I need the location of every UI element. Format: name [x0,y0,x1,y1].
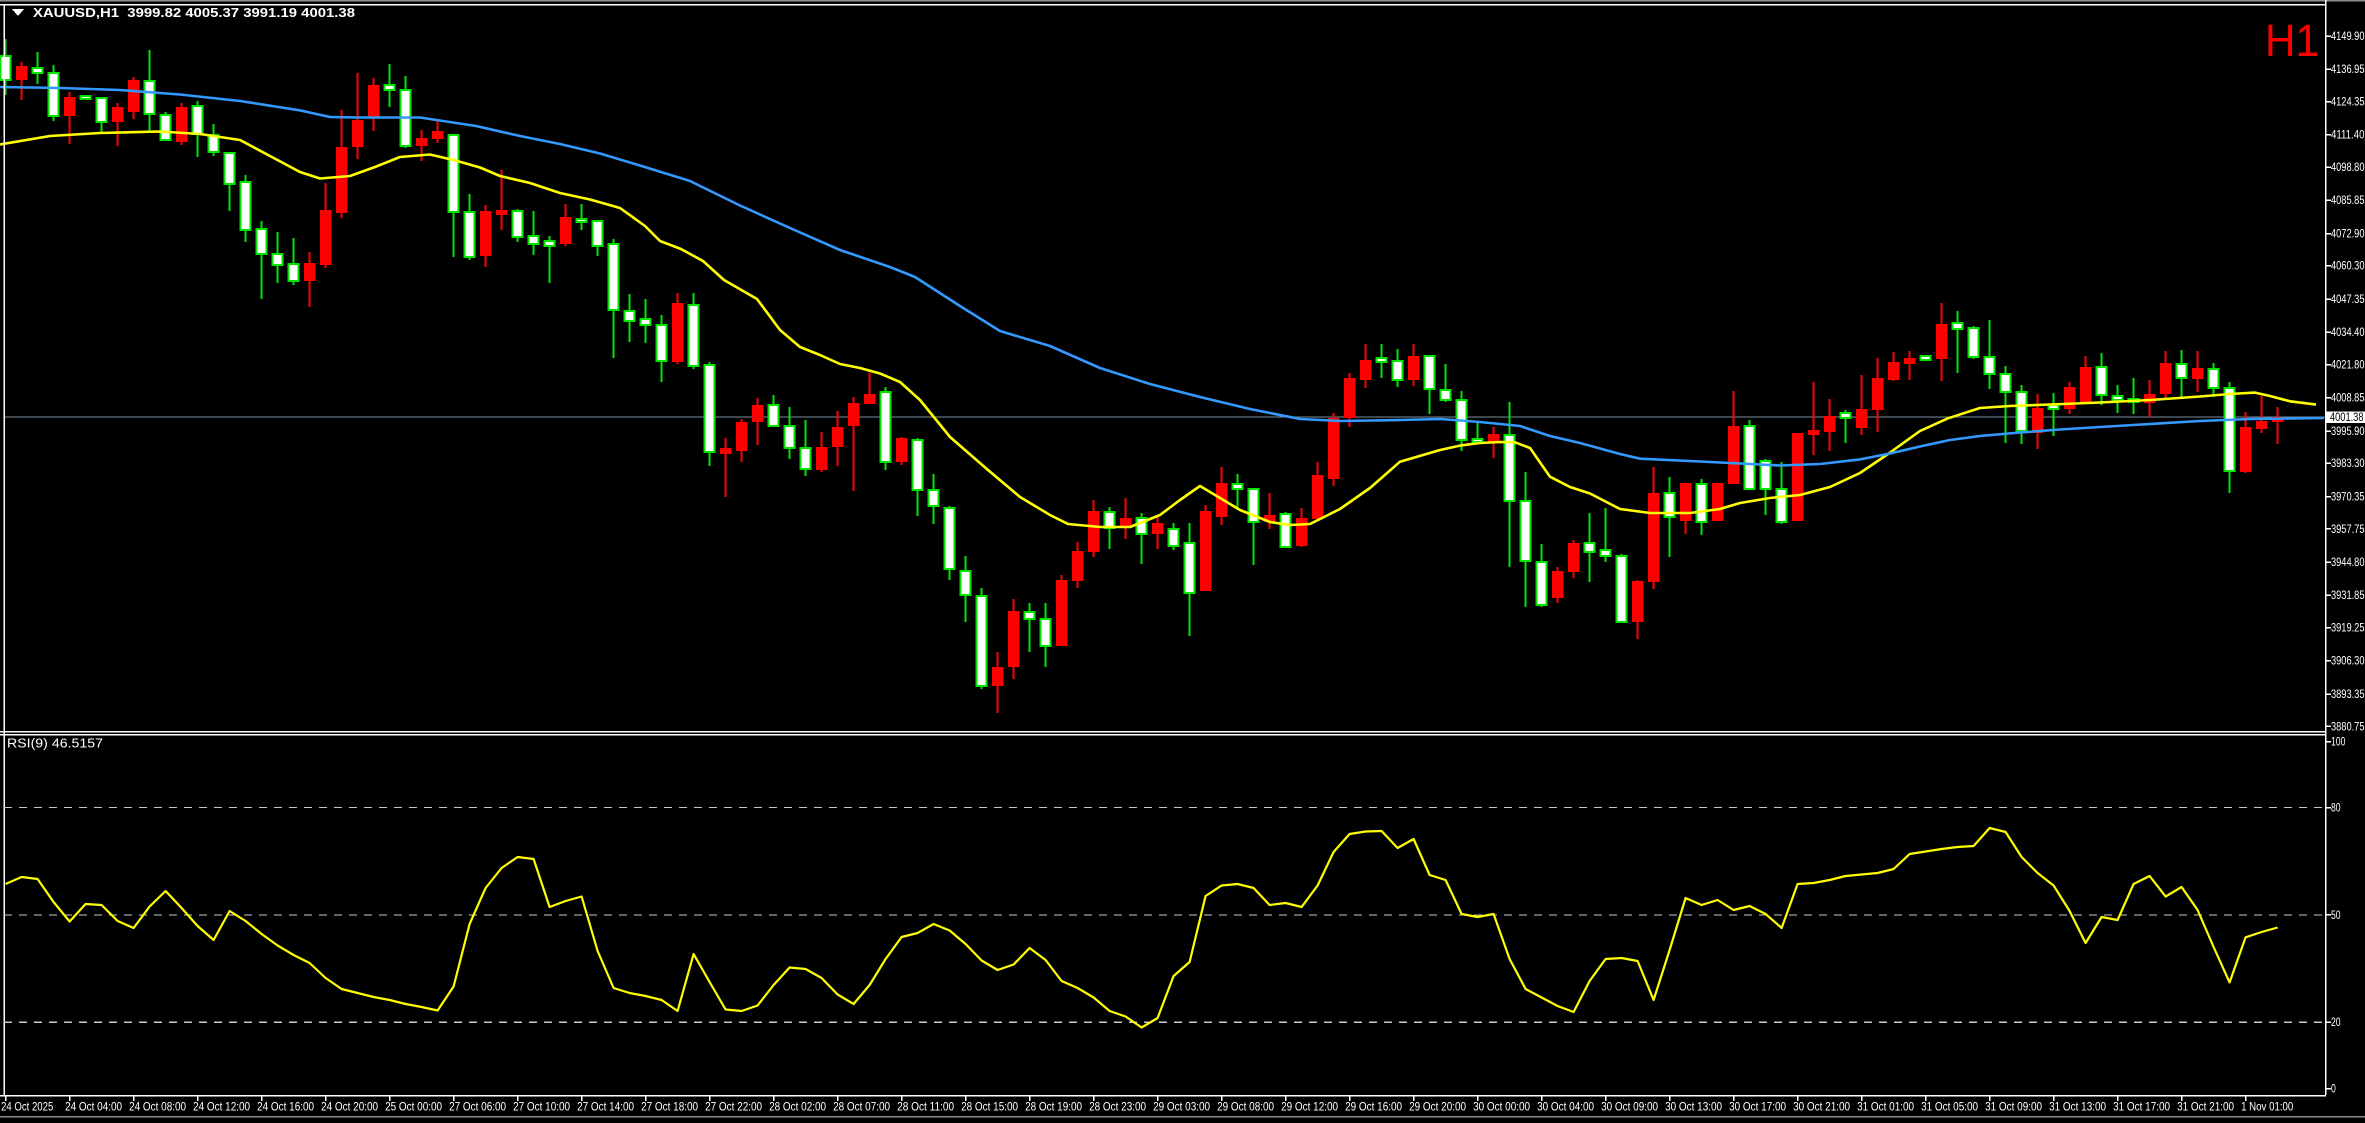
svg-text:3880.75: 3880.75 [2331,721,2365,733]
svg-text:31 Oct 09:00: 31 Oct 09:00 [1985,1100,2042,1114]
svg-text:100: 100 [2331,736,2345,748]
svg-text:24 Oct 16:00: 24 Oct 16:00 [257,1100,314,1114]
svg-text:31 Oct 13:00: 31 Oct 13:00 [2049,1100,2106,1114]
svg-text:3906.30: 3906.30 [2331,656,2365,668]
svg-text:H1: H1 [2265,15,2319,66]
svg-text:0: 0 [2331,1083,2336,1095]
svg-text:4034.40: 4034.40 [2331,327,2365,339]
svg-text:30 Oct 00:00: 30 Oct 00:00 [1473,1100,1530,1114]
svg-text:27 Oct 06:00: 27 Oct 06:00 [449,1100,506,1114]
svg-text:4098.80: 4098.80 [2331,162,2365,174]
svg-text:24 Oct 04:00: 24 Oct 04:00 [65,1100,122,1114]
svg-text:30 Oct 09:00: 30 Oct 09:00 [1601,1100,1658,1114]
svg-text:3983.30: 3983.30 [2331,458,2365,470]
svg-text:25 Oct 00:00: 25 Oct 00:00 [385,1100,442,1114]
svg-text:27 Oct 14:00: 27 Oct 14:00 [577,1100,634,1114]
svg-text:3970.35: 3970.35 [2331,491,2365,503]
svg-text:29 Oct 12:00: 29 Oct 12:00 [1281,1100,1338,1114]
svg-text:4149.90: 4149.90 [2331,31,2365,43]
svg-text:1 Nov 01:00: 1 Nov 01:00 [2241,1100,2293,1114]
svg-text:24 Oct 08:00: 24 Oct 08:00 [129,1100,186,1114]
svg-text:3944.80: 3944.80 [2331,557,2365,569]
svg-text:28 Oct 19:00: 28 Oct 19:00 [1025,1100,1082,1114]
svg-text:20: 20 [2331,1017,2341,1029]
svg-text:29 Oct 16:00: 29 Oct 16:00 [1345,1100,1402,1114]
svg-text:80: 80 [2331,802,2341,814]
svg-text:3995.90: 3995.90 [2331,426,2365,438]
svg-text:31 Oct 01:00: 31 Oct 01:00 [1857,1100,1914,1114]
svg-text:RSI(9) 46.5157: RSI(9) 46.5157 [7,737,103,751]
svg-text:XAUUSD,H1 3999.82 4005.37 399: XAUUSD,H1 3999.82 4005.37 3991.19 4001.3… [33,6,355,20]
svg-text:28 Oct 15:00: 28 Oct 15:00 [961,1100,1018,1114]
svg-text:4021.80: 4021.80 [2331,360,2365,372]
svg-text:3893.35: 3893.35 [2331,689,2365,701]
svg-text:29 Oct 08:00: 29 Oct 08:00 [1217,1100,1274,1114]
svg-text:4008.85: 4008.85 [2331,393,2365,405]
svg-text:29 Oct 20:00: 29 Oct 20:00 [1409,1100,1466,1114]
svg-text:28 Oct 23:00: 28 Oct 23:00 [1089,1100,1146,1114]
svg-text:29 Oct 03:00: 29 Oct 03:00 [1153,1100,1210,1114]
svg-text:31 Oct 05:00: 31 Oct 05:00 [1921,1100,1978,1114]
svg-text:30 Oct 21:00: 30 Oct 21:00 [1793,1100,1850,1114]
svg-text:3931.85: 3931.85 [2331,590,2365,602]
svg-text:30 Oct 13:00: 30 Oct 13:00 [1665,1100,1722,1114]
svg-text:3957.75: 3957.75 [2331,524,2365,536]
svg-text:28 Oct 11:00: 28 Oct 11:00 [897,1100,954,1114]
svg-text:30 Oct 04:00: 30 Oct 04:00 [1537,1100,1594,1114]
svg-text:4072.90: 4072.90 [2331,228,2365,240]
svg-text:24 Oct 12:00: 24 Oct 12:00 [193,1100,250,1114]
svg-text:3919.25: 3919.25 [2331,623,2365,635]
svg-text:4085.85: 4085.85 [2331,195,2365,207]
svg-text:24 Oct 20:00: 24 Oct 20:00 [321,1100,378,1114]
svg-text:24 Oct 2025: 24 Oct 2025 [1,1100,53,1114]
svg-text:4136.95: 4136.95 [2331,64,2365,76]
svg-text:27 Oct 18:00: 27 Oct 18:00 [641,1100,698,1114]
svg-text:30 Oct 17:00: 30 Oct 17:00 [1729,1100,1786,1114]
svg-text:4047.35: 4047.35 [2331,294,2365,306]
svg-text:4124.35: 4124.35 [2331,96,2365,108]
svg-text:4001.38: 4001.38 [2330,412,2364,424]
svg-text:50: 50 [2331,910,2341,922]
svg-text:31 Oct 17:00: 31 Oct 17:00 [2113,1100,2170,1114]
svg-text:31 Oct 21:00: 31 Oct 21:00 [2177,1100,2234,1114]
svg-text:28 Oct 02:00: 28 Oct 02:00 [769,1100,826,1114]
svg-text:4060.30: 4060.30 [2331,261,2365,273]
svg-text:28 Oct 07:00: 28 Oct 07:00 [833,1100,890,1114]
svg-text:27 Oct 22:00: 27 Oct 22:00 [705,1100,762,1114]
svg-text:27 Oct 10:00: 27 Oct 10:00 [513,1100,570,1114]
svg-text:4111.40: 4111.40 [2331,130,2365,142]
